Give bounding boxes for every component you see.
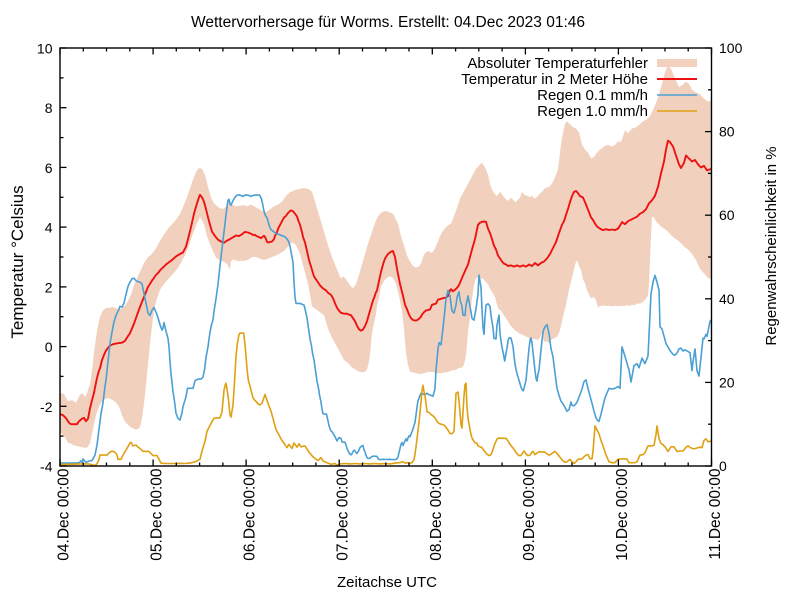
- svg-text:Zeitachse UTC: Zeitachse UTC: [337, 574, 437, 591]
- svg-text:2: 2: [45, 279, 53, 295]
- svg-text:80: 80: [719, 124, 735, 140]
- svg-text:10: 10: [37, 41, 53, 57]
- svg-text:4: 4: [45, 220, 53, 236]
- svg-text:-2: -2: [40, 399, 53, 415]
- svg-text:Absoluter Temperaturfehler: Absoluter Temperaturfehler: [467, 55, 648, 72]
- svg-text:05.Dec 00:00: 05.Dec 00:00: [149, 468, 166, 561]
- svg-text:08.Dec 00:00: 08.Dec 00:00: [428, 468, 445, 561]
- svg-text:Regenwahrscheinlichkeit in %: Regenwahrscheinlichkeit in %: [763, 146, 780, 345]
- svg-text:Wettervorhersage für Worms. Er: Wettervorhersage für Worms. Erstellt: 04…: [191, 14, 585, 31]
- svg-text:6: 6: [45, 160, 53, 176]
- svg-text:0: 0: [719, 458, 727, 474]
- svg-text:04.Dec 00:00: 04.Dec 00:00: [56, 468, 73, 561]
- svg-text:40: 40: [719, 291, 735, 307]
- svg-text:0: 0: [45, 339, 53, 355]
- svg-text:10.Dec 00:00: 10.Dec 00:00: [614, 468, 631, 561]
- svg-text:-4: -4: [40, 459, 53, 475]
- svg-text:20: 20: [719, 374, 735, 390]
- svg-text:Temperatur °Celsius: Temperatur °Celsius: [8, 185, 27, 338]
- svg-text:Regen 1.0 mm/h: Regen 1.0 mm/h: [537, 103, 648, 120]
- svg-text:100: 100: [719, 40, 743, 56]
- svg-text:07.Dec 00:00: 07.Dec 00:00: [335, 468, 352, 561]
- svg-text:60: 60: [719, 207, 735, 223]
- svg-text:Temperatur in 2 Meter Höhe: Temperatur in 2 Meter Höhe: [461, 71, 648, 88]
- svg-text:8: 8: [45, 100, 53, 116]
- svg-text:06.Dec 00:00: 06.Dec 00:00: [242, 468, 259, 561]
- svg-text:Regen 0.1 mm/h: Regen 0.1 mm/h: [537, 87, 648, 104]
- svg-text:09.Dec 00:00: 09.Dec 00:00: [521, 468, 538, 561]
- svg-text:11.Dec 00:00: 11.Dec 00:00: [707, 468, 724, 559]
